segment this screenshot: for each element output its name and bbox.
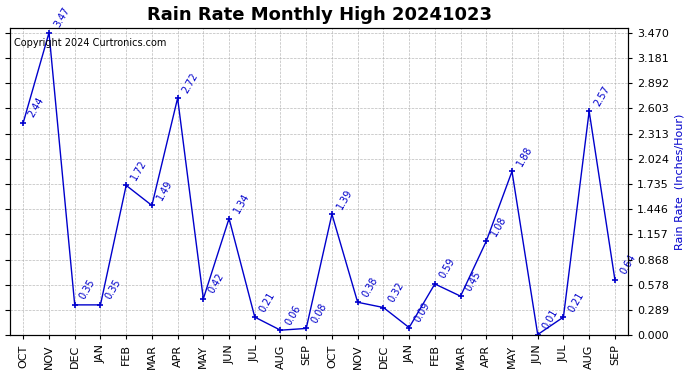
Text: 0.08: 0.08 [309,302,328,325]
Text: 0.01: 0.01 [541,308,560,331]
Text: 1.72: 1.72 [129,158,149,182]
Text: 0.64: 0.64 [618,253,638,276]
Text: 1.88: 1.88 [515,144,535,168]
Text: 0.38: 0.38 [361,275,380,299]
Text: 2.72: 2.72 [181,71,200,94]
Text: 0.35: 0.35 [104,278,123,302]
Text: 0.42: 0.42 [206,272,226,295]
Text: 0.35: 0.35 [78,278,97,302]
Text: 0.32: 0.32 [386,280,406,304]
Text: 0.06: 0.06 [284,303,303,327]
Text: 0.45: 0.45 [464,269,483,292]
Text: 0.09: 0.09 [412,301,431,324]
Text: 0.21: 0.21 [258,290,277,314]
Text: 0.21: 0.21 [566,290,586,314]
Text: 1.34: 1.34 [232,192,251,215]
Text: 1.49: 1.49 [155,178,175,202]
Text: 1.39: 1.39 [335,187,355,211]
Text: 2.44: 2.44 [26,96,46,119]
Text: 0.59: 0.59 [438,257,457,280]
Text: 2.57: 2.57 [592,84,612,108]
Y-axis label: Rain Rate  (Inches/Hour): Rain Rate (Inches/Hour) [674,114,684,250]
Text: 1.08: 1.08 [489,214,509,238]
Title: Rain Rate Monthly High 20241023: Rain Rate Monthly High 20241023 [146,6,491,24]
Text: 3.47: 3.47 [52,6,72,29]
Text: Copyright 2024 Curtronics.com: Copyright 2024 Curtronics.com [14,38,166,48]
